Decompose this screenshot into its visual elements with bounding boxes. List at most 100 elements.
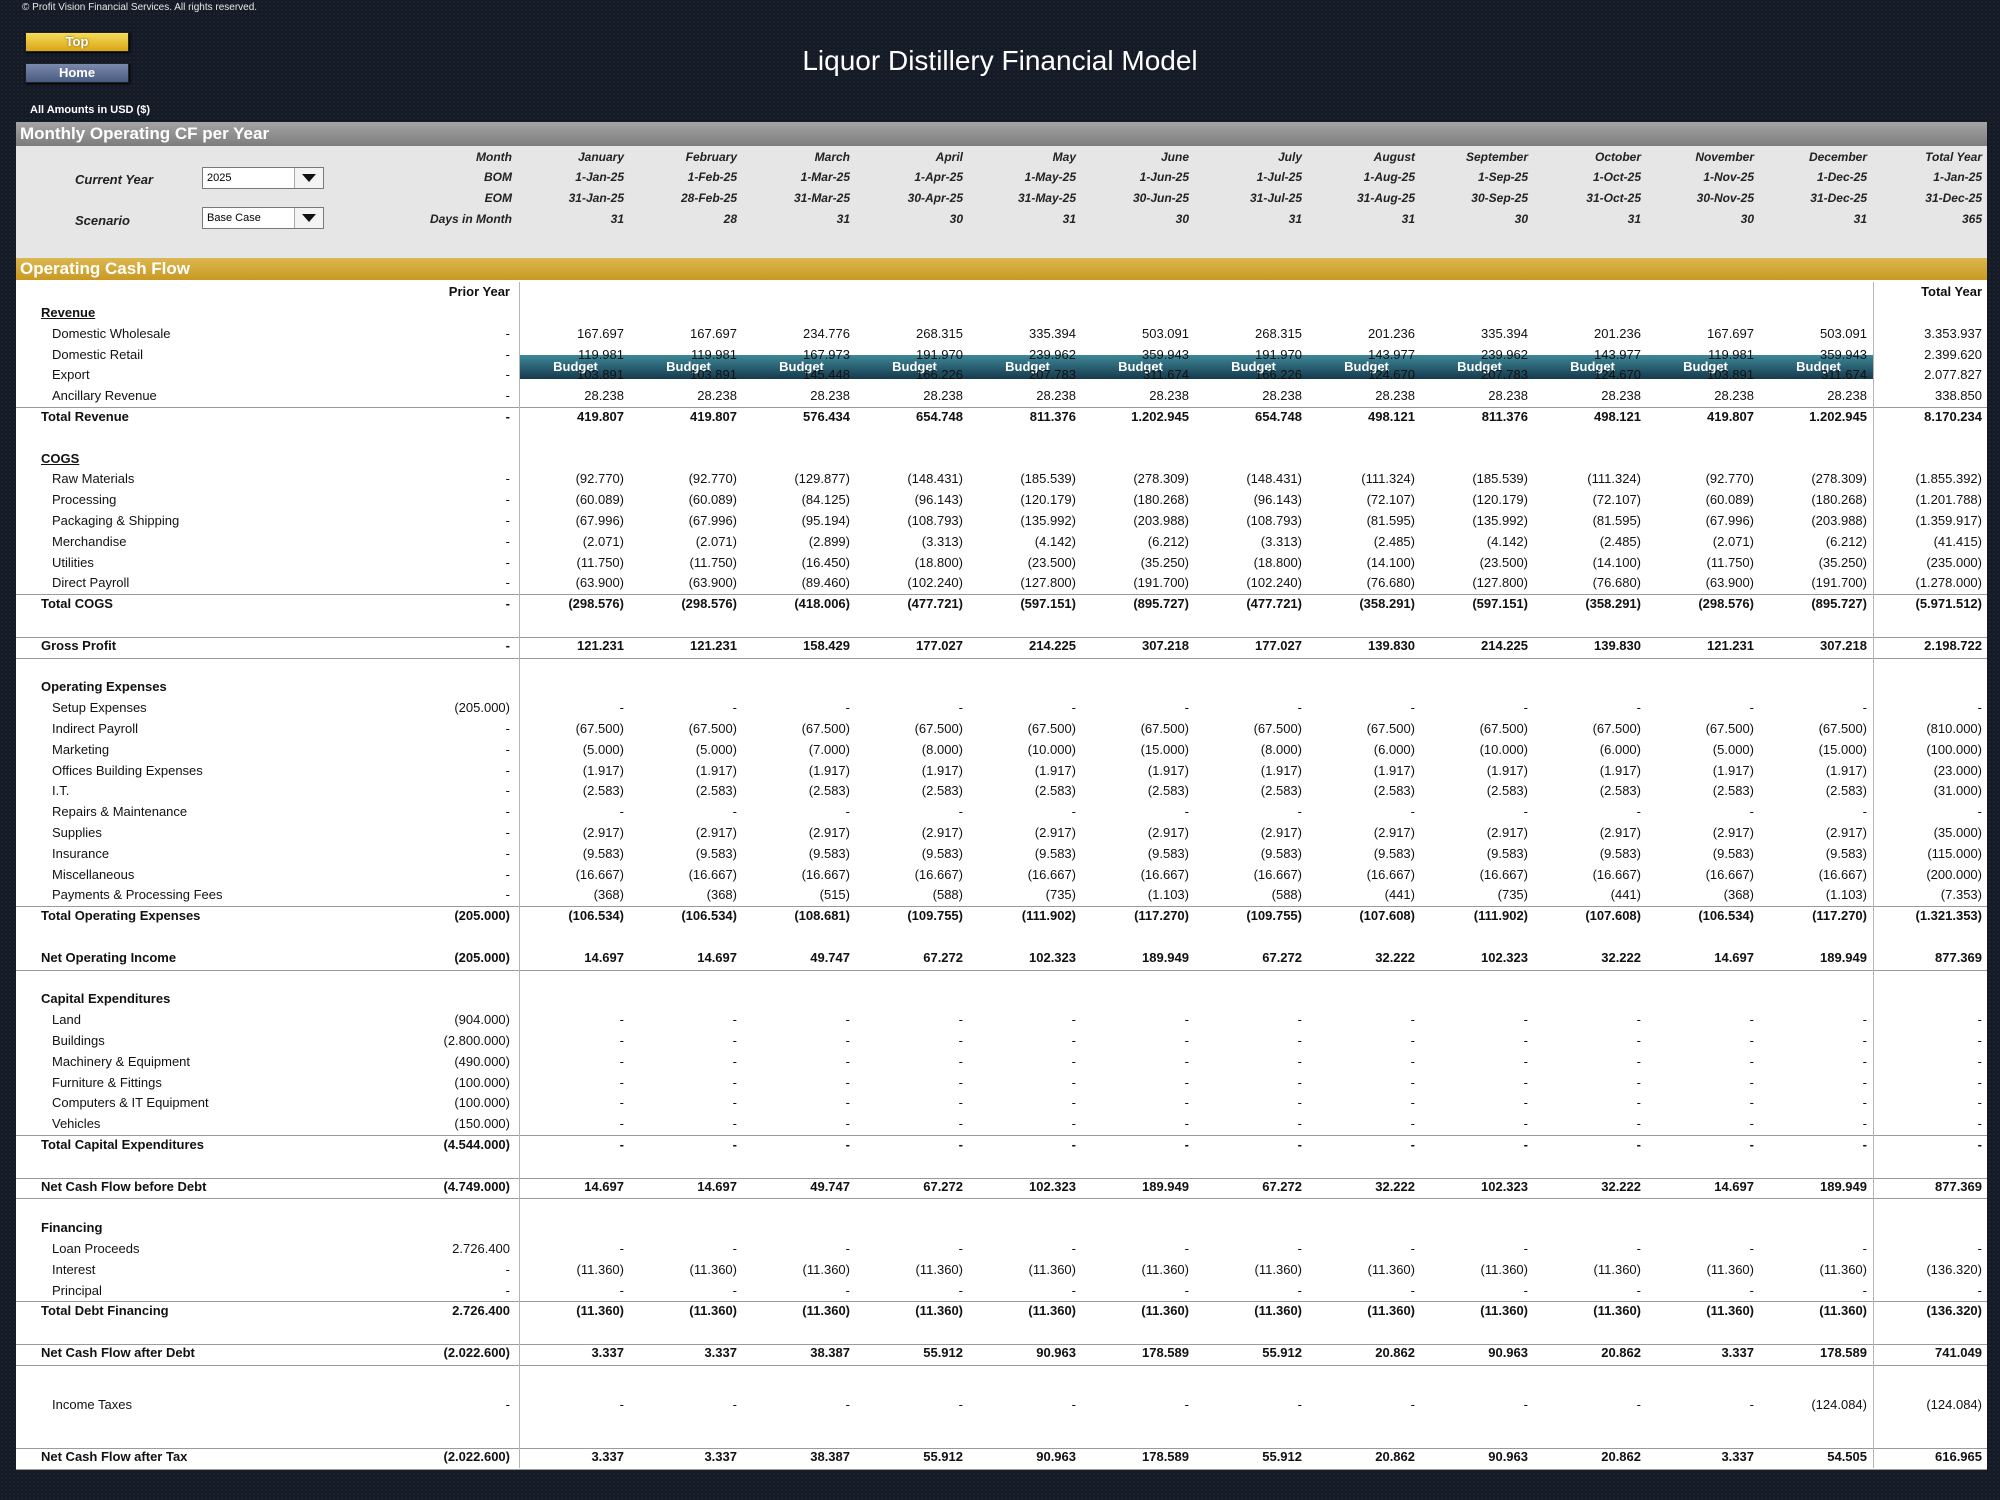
line-item-row: Domestic Wholesale - 167.697 167.697 234.776… [16,326,1987,346]
month-value: (111.902) [1021,908,1076,923]
total-year-value: - [1977,1116,1982,1131]
prior-year-value: - [505,763,510,778]
scenario-label: Scenario [75,213,130,228]
month-value: - [1184,700,1189,715]
month-header-name: January [577,150,624,164]
month-value: (2.917) [1599,825,1641,840]
month-value: 811.376 [1481,409,1528,424]
month-value: - [1297,1054,1302,1069]
month-value: (84.125) [801,492,850,507]
month-value: - [1636,1095,1641,1110]
month-value: - [732,1095,737,1110]
month-value: 166.226 [916,367,963,382]
row-label: Total Operating Expenses [41,908,201,923]
line-item-row: Setup Expenses (205.000) - - - - - - - - - - - - - [16,700,1987,720]
month-value: - [1636,1075,1641,1090]
month-value: (11.360) [576,1303,624,1318]
month-value: - [1862,1137,1867,1152]
month-value: (588) [932,887,963,902]
chevron-down-icon[interactable] [294,168,323,188]
total-year-value: (124.084) [1926,1397,1982,1412]
month-header-eom: 31-Jan-25 [568,191,624,205]
row-label: Marketing [52,742,110,757]
month-value: 307.218 [1142,638,1189,653]
month-value: - [1071,804,1076,819]
month-value: (16.667) [1592,867,1641,882]
line-item-row: Repairs & Maintenance - - - - - - - - - - - - - - [16,804,1987,824]
month-value: (16.667) [575,867,624,882]
month-value: (185.539) [1020,471,1076,486]
month-value: 102.323 [1029,950,1076,965]
prior-year-value: (4.544.000) [443,1137,511,1152]
month-value: 143.977 [1368,347,1415,362]
month-value: - [1523,1075,1528,1090]
month-value: (3.313) [921,534,963,549]
month-value: 201.236 [1368,326,1415,341]
row-label: Land [52,1012,81,1027]
month-value: 28.238 [1262,388,1302,403]
home-button[interactable]: Home [25,63,129,83]
month-header-days: 30 [1175,212,1189,226]
month-value: (11.750) [576,555,624,570]
scenario-dropdown[interactable]: Base Case [202,207,324,229]
month-value: - [1071,1054,1076,1069]
month-value: - [1523,1137,1528,1152]
prior-year-value: - [505,575,510,590]
month-value: (5.000) [695,742,737,757]
month-value: 32.222 [1601,950,1641,965]
month-value: (9.583) [1147,846,1189,861]
month-value: (63.900) [575,575,624,590]
row-divider [16,1448,1987,1449]
budget-label: Budget [1344,359,1389,374]
month-value: (95.194) [801,513,850,528]
month-value: - [1636,1012,1641,1027]
month-value: - [1862,1012,1867,1027]
month-value: (1.917) [1373,763,1415,778]
total-year-value: 2.077.827 [1924,367,1982,382]
month-value: (9.583) [921,846,963,861]
month-value: (107.608) [1359,908,1415,923]
month-value: (135.992) [1472,513,1528,528]
month-value: (9.583) [1712,846,1754,861]
month-value: - [1184,1116,1189,1131]
row-label: Indirect Payroll [52,721,138,736]
month-value: (72.107) [1366,492,1415,507]
month-value: (9.583) [1486,846,1528,861]
month-value: - [958,1283,963,1298]
month-value: - [1297,1033,1302,1048]
month-value: 14.697 [1714,1179,1754,1194]
month-header-eom: 31-May-25 [1017,191,1076,205]
month-value: - [958,1054,963,1069]
line-item-row: Processing - (60.089) (60.089) (84.125) (96.1… [16,492,1987,512]
top-button[interactable]: Top [25,32,129,52]
month-value: 55.912 [1262,1449,1302,1464]
month-value: (2.899) [808,534,850,549]
month-value: 268.315 [1255,326,1302,341]
month-value: (3.313) [1260,534,1302,549]
month-value: - [1184,1012,1189,1027]
month-value: (1.917) [1147,763,1189,778]
chevron-down-icon[interactable] [294,208,323,228]
month-value: (11.360) [1141,1303,1189,1318]
month-value: - [1862,1095,1867,1110]
month-value: - [1749,1054,1754,1069]
prior-year-value: - [505,804,510,819]
month-value: 103.891 [690,367,737,382]
row-label: Processing [52,492,117,507]
line-item-row: Supplies - (2.917) (2.917) (2.917) (2.917) (2.… [16,825,1987,845]
month-value: 214.225 [1481,638,1528,653]
current-year-dropdown[interactable]: 2025 [202,167,324,189]
month-header-bom: 1-Jun-25 [1139,170,1189,184]
month-value: (106.534) [1698,908,1754,923]
total-year-value: (1.359.917) [1915,513,1983,528]
total-year-header: Total Year [1921,284,1982,299]
month-value: 498.121 [1368,409,1415,424]
month-value: (1.917) [695,763,737,778]
month-value: - [1523,1397,1528,1412]
row-label: Insurance [52,846,110,861]
prior-year-value: - [505,555,510,570]
month-value: (96.143) [914,492,963,507]
prior-year-value: (2.800.000) [443,1033,511,1048]
month-value: (441) [1610,887,1641,902]
month-value: (67.500) [914,721,963,736]
